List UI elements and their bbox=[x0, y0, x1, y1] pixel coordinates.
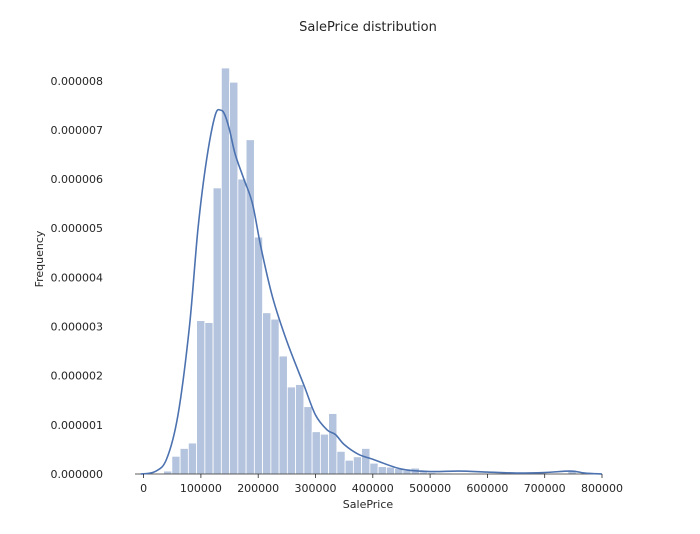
histogram-bar bbox=[187, 442, 198, 475]
y-tick-label: 0.000003 bbox=[51, 321, 104, 334]
histogram-bar bbox=[229, 81, 239, 475]
histogram-bar bbox=[377, 466, 387, 475]
y-tick-label: 0.000007 bbox=[51, 124, 104, 137]
histogram-bar bbox=[295, 384, 305, 475]
histogram-bar bbox=[319, 433, 330, 475]
y-tick-label: 0.000001 bbox=[51, 419, 104, 432]
x-tick-label: 600000 bbox=[466, 482, 508, 495]
kde-curve bbox=[140, 108, 603, 475]
y-tick-label: 0.000006 bbox=[51, 173, 104, 186]
histogram-bar bbox=[286, 386, 297, 475]
histogram-bar bbox=[196, 320, 206, 475]
histogram-bar bbox=[344, 459, 354, 475]
y-tick-label: 0.000002 bbox=[51, 370, 104, 383]
histogram-bar bbox=[253, 236, 264, 475]
x-tick-label: 800000 bbox=[581, 482, 623, 495]
histogram-bar bbox=[328, 413, 338, 475]
histogram-bar bbox=[220, 67, 231, 475]
histogram-bar bbox=[171, 455, 181, 475]
y-tick-label: 0.000005 bbox=[51, 222, 104, 235]
x-tick-label: 700000 bbox=[524, 482, 566, 495]
histogram-bar bbox=[163, 470, 173, 475]
histogram-bar bbox=[336, 450, 346, 475]
histogram-bar bbox=[361, 448, 371, 475]
histogram-bars bbox=[163, 67, 577, 475]
histogram-bar bbox=[179, 448, 189, 475]
y-tick-label: 0.000000 bbox=[51, 468, 104, 481]
x-tick-label: 200000 bbox=[237, 482, 279, 495]
histogram-bar bbox=[237, 178, 247, 475]
y-axis-ticks: 0.000000 0.000001 0.000002 0.000003 0.000004… bbox=[51, 75, 104, 481]
x-axis-label: SalePrice bbox=[343, 498, 394, 511]
x-tick-label: 400000 bbox=[352, 482, 394, 495]
histogram-bar bbox=[278, 355, 288, 475]
y-axis-label: Frequency bbox=[33, 230, 46, 287]
histogram-bar bbox=[352, 456, 363, 475]
chart-title: SalePrice distribution bbox=[299, 20, 437, 35]
histogram-bar bbox=[311, 431, 321, 475]
x-tick-label: 300000 bbox=[295, 482, 337, 495]
histogram-bar bbox=[369, 462, 379, 475]
histogram-bar bbox=[270, 318, 280, 475]
histogram-bar bbox=[262, 312, 272, 475]
x-axis-ticks: 0 100000 200000 300000 400000 500000 600000 700… bbox=[140, 474, 623, 495]
x-tick-label: 0 bbox=[140, 482, 147, 495]
x-tick-label: 500000 bbox=[409, 482, 451, 495]
histogram-bar bbox=[303, 406, 313, 475]
histogram-bar bbox=[385, 466, 396, 475]
y-tick-label: 0.000004 bbox=[51, 271, 104, 284]
y-tick-label: 0.000008 bbox=[51, 75, 104, 88]
histogram-bar bbox=[212, 187, 222, 475]
histogram-bar bbox=[204, 322, 214, 475]
x-tick-label: 100000 bbox=[180, 482, 222, 495]
